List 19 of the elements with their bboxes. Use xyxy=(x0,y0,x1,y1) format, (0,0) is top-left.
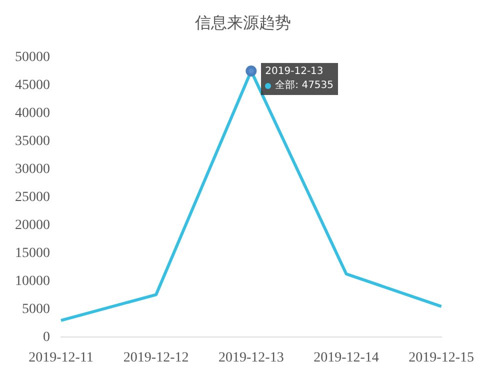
x-tick-label: 2019-12-14 xyxy=(314,350,379,366)
y-tick-label: 40000 xyxy=(15,106,50,121)
y-tick-label: 20000 xyxy=(15,218,50,233)
y-tick-label: 10000 xyxy=(15,274,50,289)
y-tick-label: 45000 xyxy=(15,78,50,93)
y-tick-label: 15000 xyxy=(15,246,50,261)
y-tick-label: 50000 xyxy=(15,50,50,65)
y-tick-label: 30000 xyxy=(15,162,50,177)
x-tick-label: 2019-12-11 xyxy=(28,350,94,366)
x-tick-label: 2019-12-12 xyxy=(123,350,189,366)
y-tick-label: 5000 xyxy=(22,302,50,317)
y-tick-label: 35000 xyxy=(15,134,50,149)
x-tick-label: 2019-12-15 xyxy=(408,350,474,366)
annotation: 全部: 47535 xyxy=(275,79,334,93)
x-tick-label: 2019-12-13 xyxy=(218,350,284,366)
y-tick-label: 0 xyxy=(43,330,50,345)
chart-title: 信息来源趋势 xyxy=(195,12,291,32)
y-tick-label: 25000 xyxy=(15,190,50,205)
annotation: 2019-12-13 xyxy=(265,65,324,79)
